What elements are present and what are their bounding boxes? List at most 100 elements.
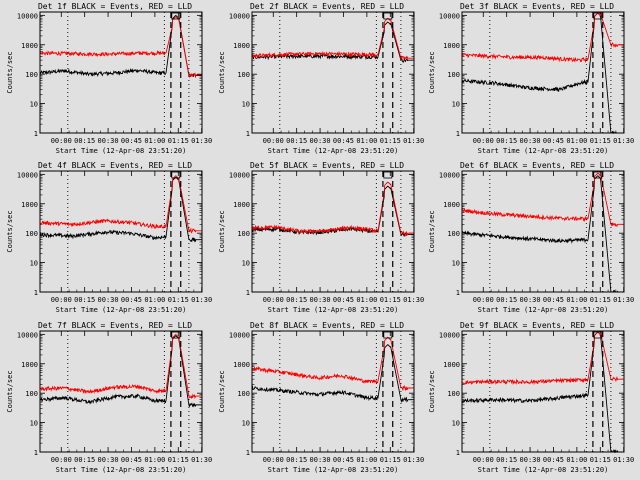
- lld-series-line: [39, 16, 202, 79]
- x-tick-label: 01:15: [168, 456, 189, 464]
- plot-frame: [251, 170, 415, 293]
- y-tick-label: 1000: [233, 201, 250, 209]
- plot-frame: [461, 330, 625, 453]
- events-series-line: [39, 335, 202, 408]
- x-tick-label: 01:30: [613, 296, 634, 304]
- y-tick-label: 100: [237, 390, 250, 398]
- y-tick-label: 1: [246, 449, 250, 457]
- x-tick-label: 01:30: [191, 137, 212, 145]
- y-tick-label: 10: [452, 260, 460, 268]
- panel-det-8: Det 8f BLACK = Events, RED = LLD Counts/s…: [218, 321, 424, 474]
- y-axis-label: Counts/sec: [6, 370, 14, 412]
- x-tick-label: 01:15: [380, 456, 401, 464]
- x-tick-label: 01:30: [191, 296, 212, 304]
- x-tick-label: 01:00: [144, 456, 165, 464]
- y-axis-label: Counts/sec: [218, 210, 226, 252]
- events-series-line: [39, 176, 202, 243]
- panel-title: Det 9f BLACK = Events, RED = LLD: [460, 321, 614, 330]
- y-tick-label: 100: [25, 71, 38, 79]
- lld-series-line: [251, 336, 414, 392]
- x-axis-label: Start Time (12-Apr-08 23:51:20): [268, 306, 399, 314]
- y-axis-label: Counts/sec: [428, 370, 436, 412]
- flare-marker-box: [171, 12, 181, 20]
- y-tick-label: 10: [242, 420, 250, 428]
- x-tick-label: 00:00: [263, 296, 284, 304]
- y-axis-label: Counts/sec: [218, 370, 226, 412]
- y-tick-label: 10000: [229, 331, 250, 339]
- x-tick-label: 00:00: [51, 456, 72, 464]
- flare-marker-box: [171, 171, 181, 179]
- panel-title: Det 1f BLACK = Events, RED = LLD: [38, 2, 192, 11]
- panel-det-1: Det 1f BLACK = Events, RED = LLD Counts/s…: [6, 2, 212, 155]
- panel-det-3: Det 3f BLACK = Events, RED = LLD Counts/s…: [428, 2, 634, 155]
- panel-det-2: Det 2f BLACK = Events, RED = LLD Counts/s…: [218, 2, 424, 155]
- x-tick-label: 00:00: [263, 456, 284, 464]
- x-tick-label: 00:30: [98, 137, 119, 145]
- events-series-line: [461, 12, 624, 134]
- plot-frame: [461, 11, 625, 134]
- panel-title: Det 2f BLACK = Events, RED = LLD: [250, 2, 404, 11]
- x-tick-label: 00:45: [543, 456, 564, 464]
- x-tick-label: 00:45: [333, 296, 354, 304]
- x-tick-label: 01:00: [356, 137, 377, 145]
- flare-marker-box: [383, 12, 393, 20]
- panel-title: Det 4f BLACK = Events, RED = LLD: [38, 161, 192, 170]
- x-tick-label: 01:30: [191, 456, 212, 464]
- y-axis-label: Counts/sec: [428, 51, 436, 93]
- x-tick-label: 00:30: [520, 456, 541, 464]
- x-tick-label: 01:00: [566, 296, 587, 304]
- flare-marker-box: [593, 171, 603, 179]
- y-tick-label: 100: [237, 230, 250, 238]
- x-tick-label: 00:15: [286, 137, 307, 145]
- flare-marker-box: [593, 331, 603, 339]
- y-tick-label: 10000: [439, 331, 460, 339]
- x-tick-label: 00:15: [496, 456, 517, 464]
- x-axis-label: Start Time (12-Apr-08 23:51:20): [478, 147, 609, 155]
- panel-det-9: Det 9f BLACK = Events, RED = LLD Counts/s…: [428, 321, 634, 474]
- y-tick-label: 10000: [439, 171, 460, 179]
- plot-frame: [39, 170, 203, 293]
- x-tick-label: 00:30: [310, 137, 331, 145]
- events-series-line: [251, 185, 414, 237]
- panel-title: Det 8f BLACK = Events, RED = LLD: [250, 321, 404, 330]
- y-tick-label: 10: [30, 101, 38, 109]
- x-tick-label: 00:45: [121, 296, 142, 304]
- y-tick-label: 1000: [21, 42, 38, 50]
- y-tick-label: 1: [246, 289, 250, 297]
- y-tick-label: 10: [242, 260, 250, 268]
- x-tick-label: 01:30: [613, 137, 634, 145]
- x-axis-label: Start Time (12-Apr-08 23:51:20): [56, 466, 187, 474]
- y-tick-label: 10000: [17, 12, 38, 20]
- plot-frame: [251, 330, 415, 453]
- x-tick-label: 01:15: [380, 137, 401, 145]
- y-tick-label: 1: [34, 449, 38, 457]
- flare-marker-box: [593, 12, 603, 20]
- events-series-line: [461, 175, 624, 293]
- x-tick-label: 00:45: [543, 296, 564, 304]
- y-tick-label: 10000: [17, 171, 38, 179]
- x-tick-label: 00:15: [286, 296, 307, 304]
- events-series-line: [251, 21, 414, 63]
- y-axis-label: Counts/sec: [6, 210, 14, 252]
- lld-series-line: [461, 172, 624, 228]
- x-tick-label: 01:15: [168, 296, 189, 304]
- y-tick-label: 1: [456, 289, 460, 297]
- y-tick-label: 10: [30, 420, 38, 428]
- y-tick-label: 1000: [21, 361, 38, 369]
- x-tick-label: 00:00: [51, 137, 72, 145]
- y-tick-label: 1000: [21, 201, 38, 209]
- y-tick-label: 1000: [443, 361, 460, 369]
- x-tick-label: 00:45: [543, 137, 564, 145]
- y-tick-label: 1000: [233, 361, 250, 369]
- x-axis-label: Start Time (12-Apr-08 23:51:20): [268, 147, 399, 155]
- lld-series-line: [39, 333, 202, 400]
- lld-series-line: [461, 331, 624, 386]
- panel-det-5: Det 5f BLACK = Events, RED = LLD Counts/s…: [218, 161, 424, 314]
- events-series-line: [39, 14, 202, 78]
- flare-marker-box: [383, 331, 393, 339]
- x-tick-label: 01:30: [403, 456, 424, 464]
- plot-frame: [461, 170, 625, 293]
- y-tick-label: 1000: [233, 42, 250, 50]
- x-tick-label: 01:30: [613, 456, 634, 464]
- panel-det-7: Det 7f BLACK = Events, RED = LLD Counts/s…: [6, 321, 212, 474]
